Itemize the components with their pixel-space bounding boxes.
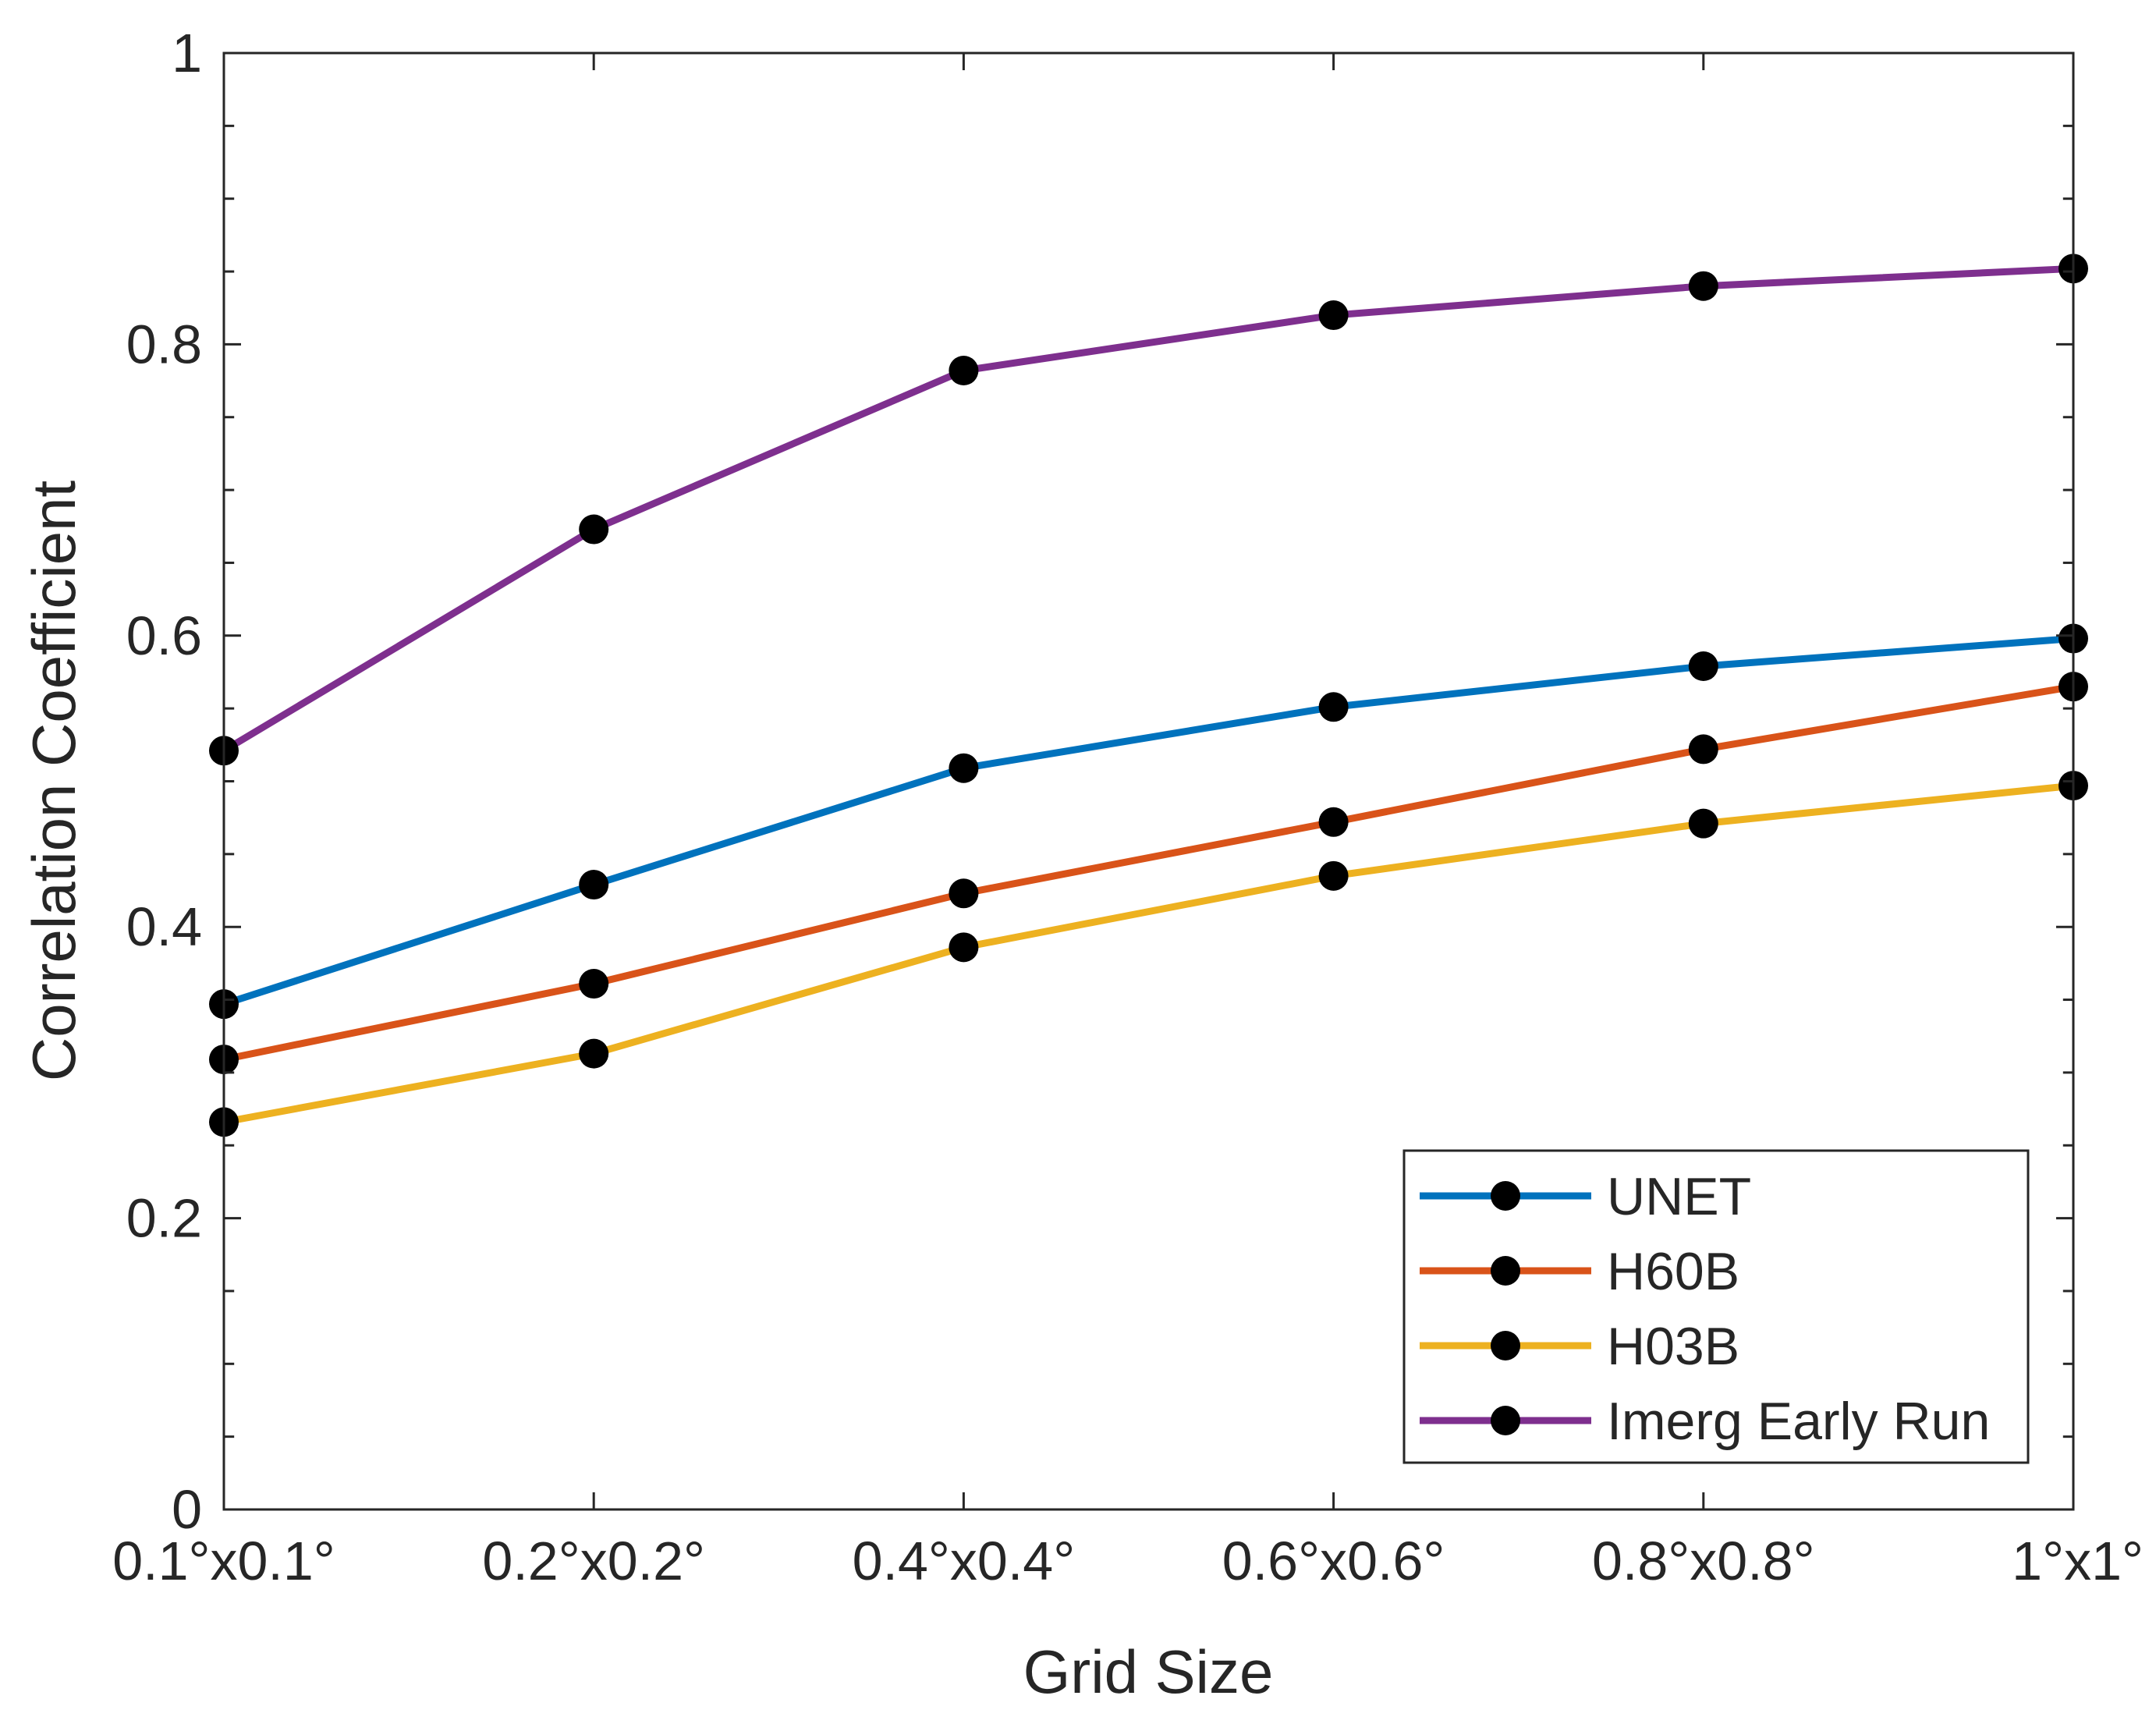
data-point-unet: [1688, 651, 1718, 682]
series-line-unet: [222, 635, 2074, 1008]
data-point-h03b: [1688, 808, 1718, 839]
legend-label-h60b: H60B: [1607, 1242, 1739, 1301]
data-point-imerg-early-run: [1688, 271, 1718, 301]
data-point-h03b: [579, 1038, 609, 1069]
x-tick-label: 0.6°x0.6°: [1222, 1531, 1445, 1591]
legend-marker-h60b: [1491, 1256, 1520, 1286]
data-point-h60b: [579, 969, 609, 999]
data-point-h60b: [1318, 807, 1349, 837]
data-point-imerg-early-run: [949, 356, 979, 386]
data-point-imerg-early-run: [579, 514, 609, 545]
legend-label-unet: UNET: [1607, 1167, 1751, 1226]
legend: UNET H60B H03B Imerg Early Run: [1402, 1149, 2030, 1464]
x-tick-label: 0.8°x0.8°: [1592, 1531, 1815, 1591]
data-point-h03b: [949, 932, 979, 963]
series-line-imerg-early-run: [222, 264, 2074, 754]
y-axis-title: Correlation Coefficient: [20, 481, 88, 1082]
series-line-h03b: [223, 782, 2074, 1126]
legend-label-imerg-early-run: Imerg Early Run: [1607, 1392, 1990, 1451]
x-tick-label: 0.4°x0.4°: [853, 1531, 1076, 1591]
x-axis-title: Grid Size: [1023, 1637, 1274, 1706]
data-point-imerg-early-run: [1318, 300, 1349, 331]
y-tick-label: 0.6: [126, 605, 202, 666]
y-tick-label: 0.2: [126, 1188, 202, 1249]
y-tick-label: 1: [172, 23, 202, 83]
data-point-h60b: [949, 878, 979, 909]
legend-label-h03b: H03B: [1607, 1317, 1739, 1376]
x-tick-label: 0.1°x0.1°: [112, 1531, 335, 1591]
y-tick-label: 0.4: [126, 896, 202, 957]
x-tick-label: 1°x1°: [2012, 1531, 2144, 1591]
data-point-unet: [579, 870, 609, 900]
x-tick-label: 0.2°x0.2°: [482, 1531, 705, 1591]
data-point-unet: [1318, 692, 1349, 722]
legend-marker-imerg-early-run: [1491, 1406, 1520, 1435]
tick-labels: 0 0.2 0.4 0.6 0.8 1 0.1°x0.1° 0.2°x0.2° 0.4°x0.4…: [112, 23, 2144, 1591]
legend-marker-unet: [1491, 1181, 1520, 1211]
data-point-h60b: [1688, 734, 1718, 764]
ticks-layer: [222, 51, 2075, 1511]
y-tick-label: 0.8: [126, 314, 202, 374]
series-line-h60b: [223, 683, 2074, 1063]
legend-marker-h03b: [1491, 1331, 1520, 1360]
y-tick-label: 0: [172, 1479, 202, 1540]
data-point-h03b: [1318, 860, 1349, 891]
data-point-unet: [949, 753, 979, 783]
